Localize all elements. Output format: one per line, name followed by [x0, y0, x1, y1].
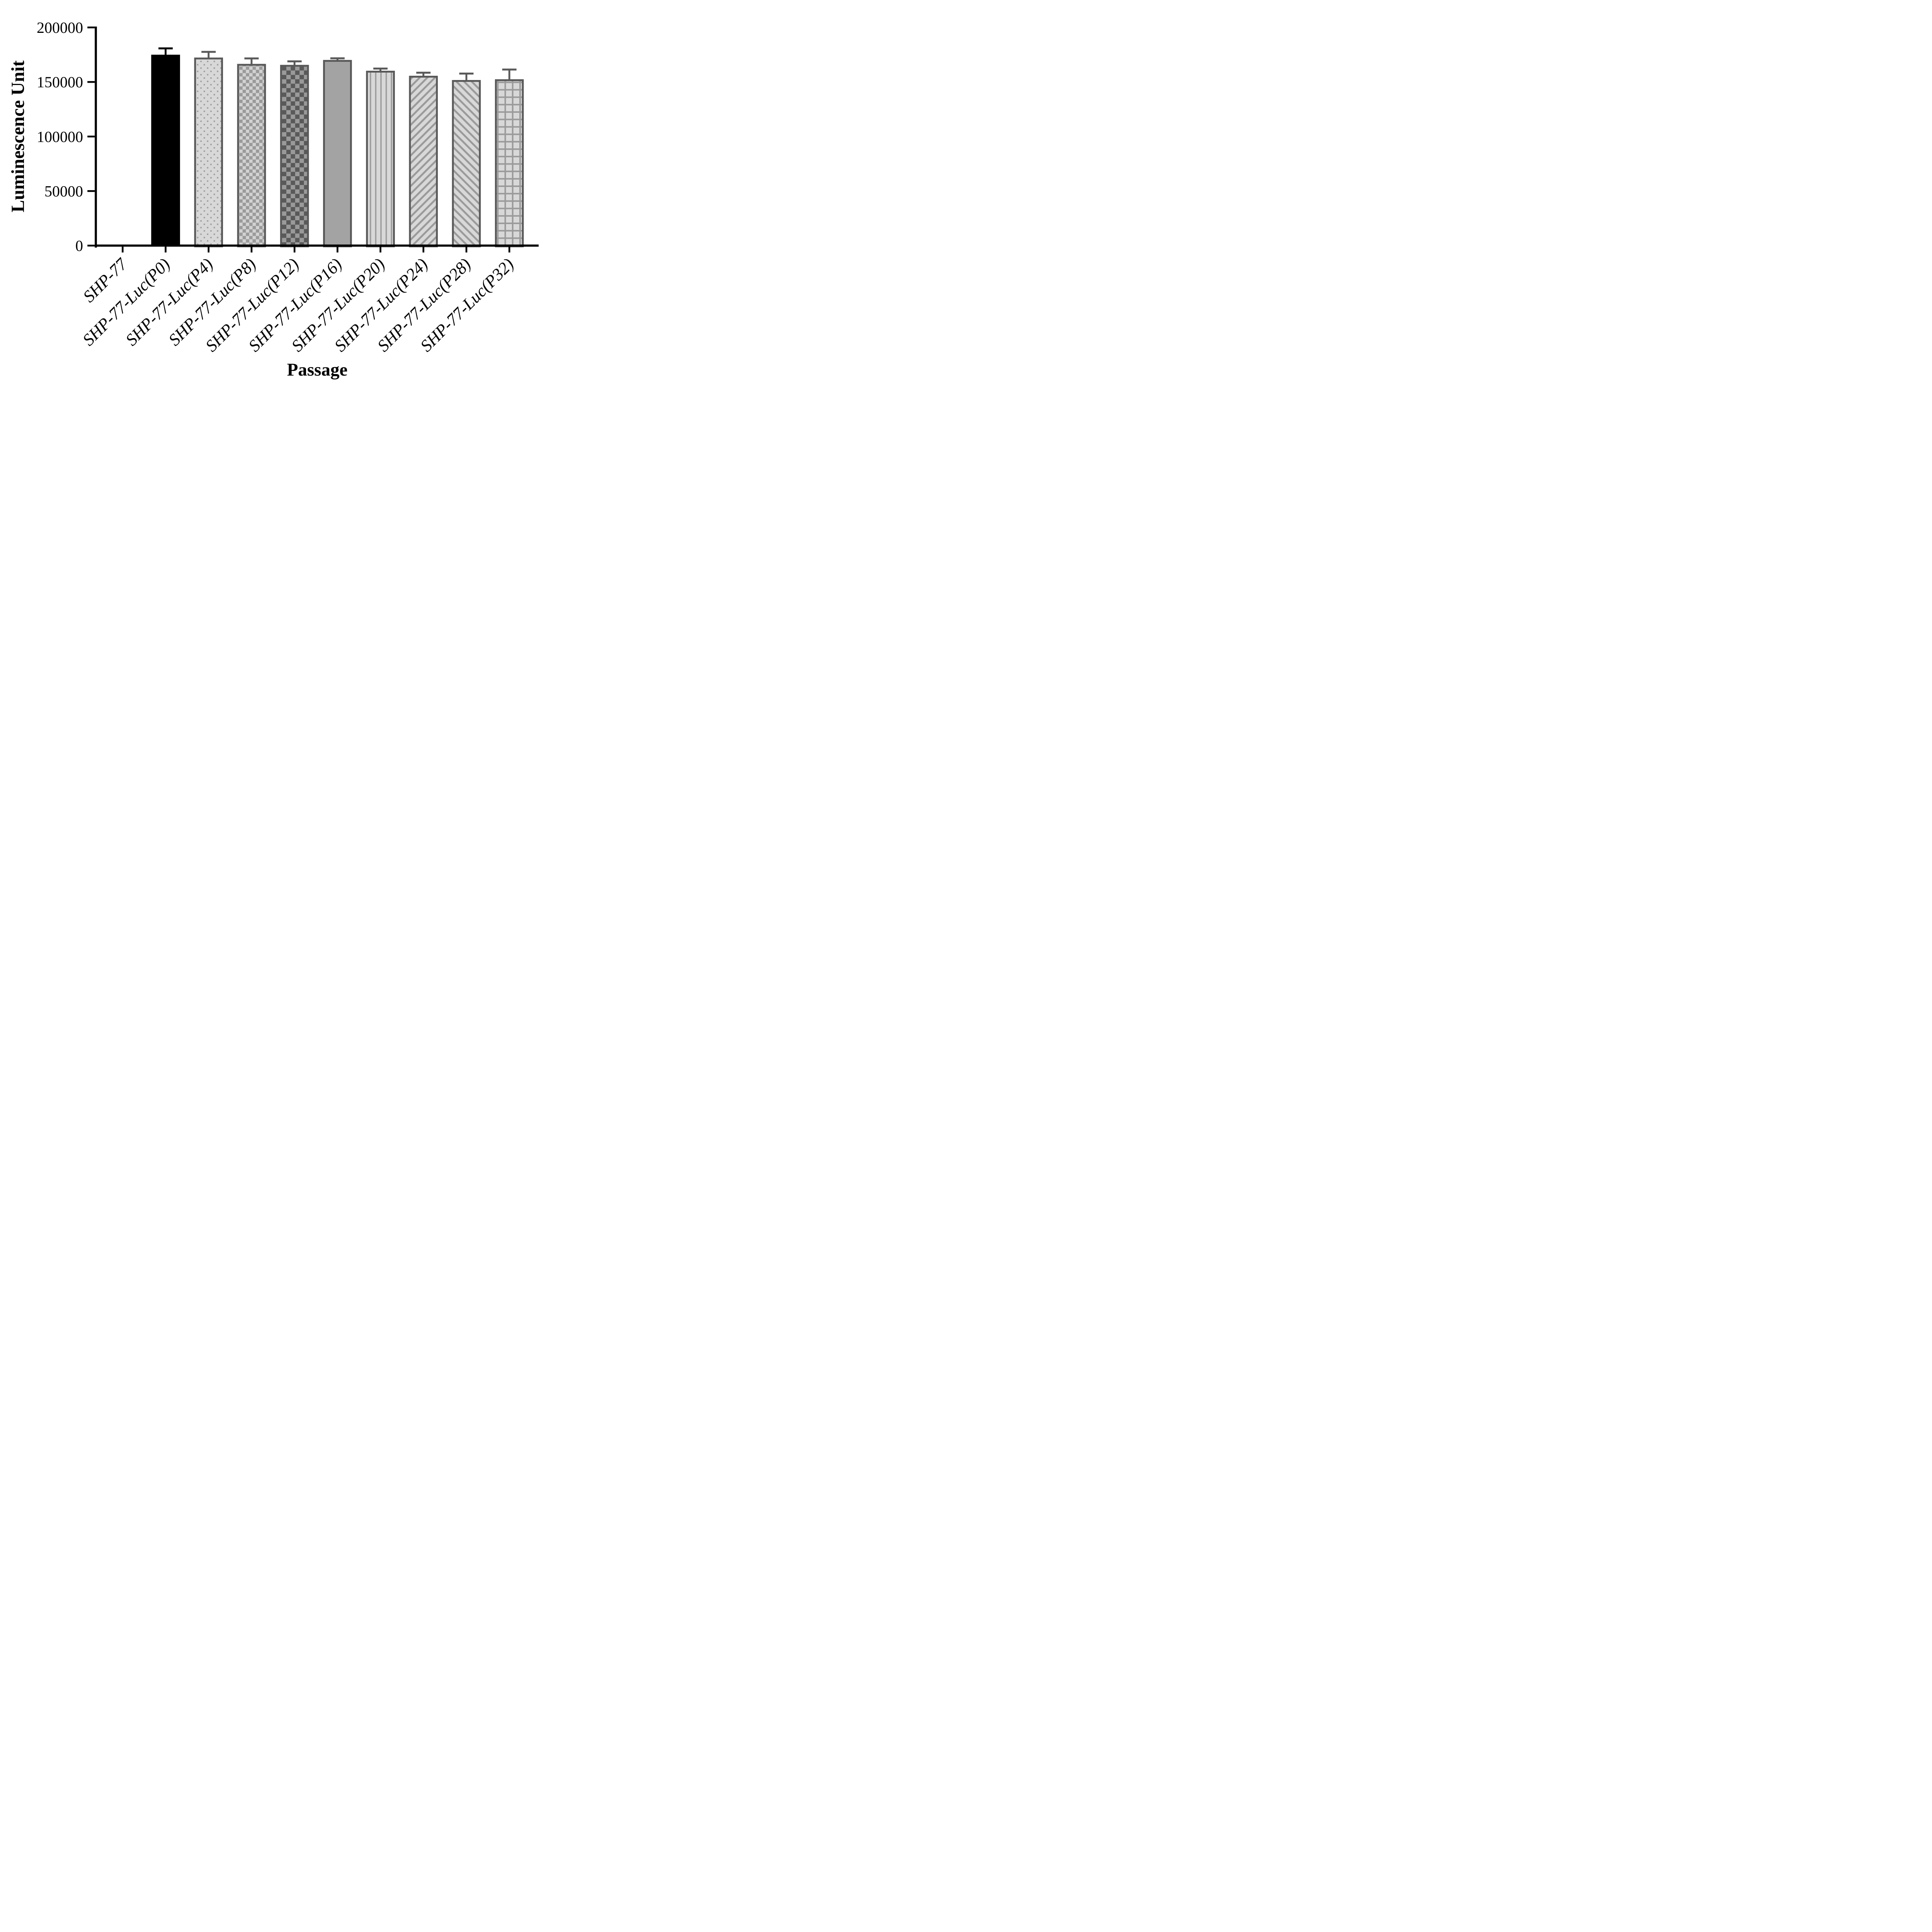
y-tick-label: 100000: [37, 128, 83, 145]
error-cap: [416, 71, 431, 74]
x-tick: [337, 247, 338, 253]
y-tick-label: 0: [75, 237, 83, 255]
error-cap: [502, 68, 517, 71]
labels-layer: 050000100000150000200000SHP-77SHP-77-Luc…: [37, 19, 517, 355]
x-tick: [122, 247, 124, 253]
y-tick: [87, 245, 95, 247]
bar-shp-77-luc-p16: [323, 60, 352, 247]
luminescence-bar-chart-figure: 0 50000 100000 150000 200000 SHP-77 SHP-77-Luc…: [0, 0, 559, 386]
chart-canvas: 050000100000150000200000SHP-77SHP-77-Luc…: [8, 19, 539, 380]
y-tick-label: 150000: [37, 73, 83, 91]
error-cap: [158, 47, 173, 49]
bar-shp-77-luc-p32: [495, 79, 524, 248]
bar-shp-77-luc-p20: [366, 71, 395, 247]
error-bar-shp-77-luc-p32: [502, 68, 517, 81]
bar-shp-77-luc-p24: [409, 76, 438, 248]
error-bar-shp-77-luc-p20: [373, 67, 388, 72]
error-bar-shp-77-luc-p24: [416, 71, 431, 77]
x-axis-line: [95, 244, 539, 247]
error-bars-layer: [158, 47, 517, 82]
bar-shp-77-luc-p12: [280, 65, 309, 247]
error-cap: [244, 57, 259, 60]
bar-shp-77-luc-p28: [452, 80, 481, 248]
x-tick: [422, 247, 425, 253]
bars-layer: [151, 54, 524, 248]
y-tick: [87, 26, 95, 29]
bar-shp-77-luc-p8: [237, 64, 266, 248]
x-tick: [379, 247, 381, 253]
bar-shp-77-luc-p0: [151, 54, 180, 247]
y-tick-label: 200000: [37, 19, 83, 36]
error-bar-shp-77-luc-p0: [158, 47, 173, 56]
y-tick: [87, 81, 95, 83]
y-axis-line: [95, 26, 97, 248]
x-tick: [250, 247, 253, 253]
error-cap: [201, 51, 216, 53]
x-tick: [508, 247, 510, 253]
error-bar-shp-77-luc-p28: [459, 72, 474, 82]
y-tick: [87, 136, 95, 138]
error-cap: [330, 57, 345, 60]
x-tick: [293, 247, 296, 253]
error-bar-shp-77-luc-p12: [287, 60, 302, 66]
error-bar-shp-77-luc-p16: [330, 57, 345, 61]
y-tick-label: 50000: [44, 182, 83, 200]
x-tick: [207, 247, 210, 253]
y-axis-title: Luminescence Unit: [8, 60, 28, 212]
error-cap: [373, 67, 388, 70]
error-bar-shp-77-luc-p8: [244, 57, 259, 65]
bar-shp-77-luc-p4: [194, 57, 223, 247]
x-tick: [165, 247, 167, 253]
y-tick: [87, 190, 95, 192]
error-bar-shp-77-luc-p4: [201, 51, 216, 59]
error-cap: [287, 60, 302, 63]
x-tick: [465, 247, 468, 253]
error-cap: [459, 72, 474, 75]
x-axis-title: Passage: [287, 360, 348, 380]
axes-layer: [87, 26, 539, 253]
